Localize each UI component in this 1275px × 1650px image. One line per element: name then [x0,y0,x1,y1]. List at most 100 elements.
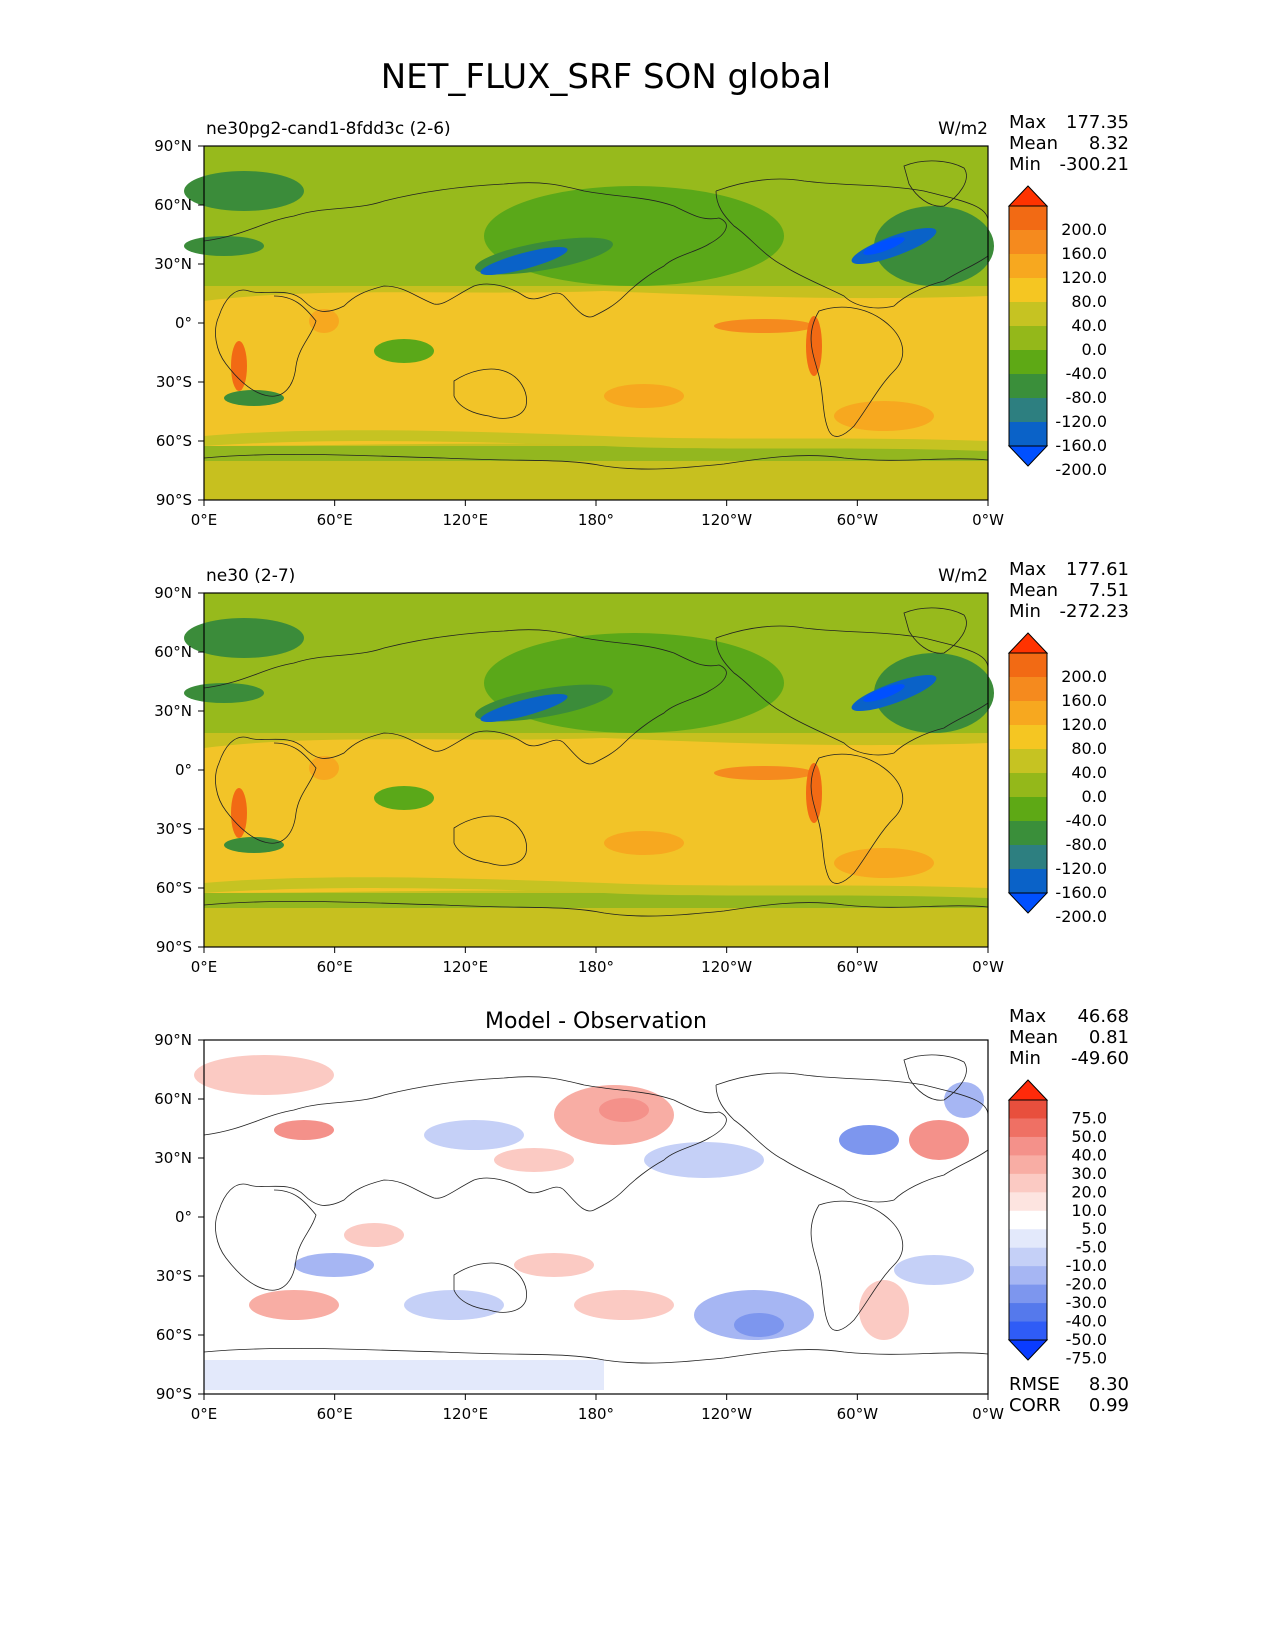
lon-tick-label: 0°W [972,958,1004,976]
lat-tick-label: 0° [175,1208,192,1226]
stat-value: -49.60 [1071,1048,1129,1069]
colorbar-segment [1009,1229,1047,1249]
lat-tick-label: 60°S [156,879,192,897]
stat-label: Max [1009,112,1047,133]
colorbar-segment [1009,206,1047,231]
units-label: W/m2 [938,566,988,586]
colorbar-tick-label: 80.0 [1071,292,1107,311]
colorbar-tick-label: -50.0 [1066,1330,1107,1349]
stat-value: 177.35 [1066,112,1129,133]
colorbar-tick-label: 10.0 [1071,1201,1107,1220]
field-map [194,1040,989,1394]
lat-tick-label: 30°N [154,1149,192,1167]
colorbar-extend-max [1007,1079,1049,1101]
stat-value: 8.30 [1089,1374,1129,1395]
colorbar-segment [1009,725,1047,750]
colorbar-difference: 75.050.040.030.020.010.05.0-5.0-10.0-20.… [1007,1079,1107,1367]
colorbar-tick-label: -40.0 [1066,364,1107,383]
stat-label: CORR [1009,1395,1061,1416]
lat-tick-label: 30°N [154,702,192,720]
colorbar-tick-label: -200.0 [1055,460,1107,479]
case-label: ne30pg2-cand1-8fdd3c (2-6) [206,119,451,139]
lat-axis: 90°N 60°N 30°N 0° 30°S 60°S 90°S [154,137,204,509]
lat-axis: 90°N 60°N 30°N 0° 30°S 60°S 90°S [154,1031,204,1403]
panel-test: ne30pg2-cand1-8fdd3c (2-6) W/m2 90°N 60°N… [154,119,1004,529]
lat-tick-label: 60°S [156,432,192,450]
colorbar-tick-label: 5.0 [1082,1219,1107,1238]
lon-tick-label: 0°E [191,511,218,529]
colorbar-tick-label: -20.0 [1066,1275,1107,1294]
colorbar-tick-label: 0.0 [1082,340,1107,359]
lat-tick-label: 60°N [154,196,192,214]
lon-tick-label: 120°E [443,1405,489,1423]
stat-label: Mean [1009,133,1058,154]
lon-tick-label: 180° [578,1405,614,1423]
lat-tick-label: 90°S [156,938,192,956]
stat-label: Mean [1009,1027,1058,1048]
lat-tick-label: 90°S [156,1385,192,1403]
colorbar-tick-label: -200.0 [1055,907,1107,926]
stat-label: Min [1009,1048,1041,1069]
colorbar-tick-label: 30.0 [1071,1164,1107,1183]
colorbar-tick-label: -120.0 [1055,859,1107,878]
colorbar-segment [1009,845,1047,870]
colorbar-tick-label: -80.0 [1066,835,1107,854]
lat-tick-label: 60°N [154,643,192,661]
lon-tick-label: 60°W [837,511,879,529]
stat-value: 0.99 [1089,1395,1129,1416]
lat-tick-label: 30°S [156,820,192,838]
units-label: W/m2 [938,119,988,139]
colorbar-segment [1009,374,1047,399]
colorbar-tick-label: -120.0 [1055,412,1107,431]
lon-tick-label: 180° [578,958,614,976]
colorbar-segment [1009,230,1047,255]
colorbar-tick-label: 80.0 [1071,739,1107,758]
case-label: ne30 (2-7) [206,566,295,586]
colorbar-tick-label: 200.0 [1061,220,1107,239]
colorbar-tick-label: 40.0 [1071,1145,1107,1164]
lon-tick-label: 0°E [191,1405,218,1423]
colorbar-segment [1009,773,1047,798]
lat-tick-label: 90°N [154,584,192,602]
colorbar-extend-min [1007,892,1049,914]
colorbar-tick-label: -40.0 [1066,811,1107,830]
colorbar-segment [1009,1136,1047,1156]
colorbar-frame [1008,652,1048,894]
colorbar-test: 200.0 160.0 120.0 80.0 40.0 0.0 -40.0 -80.0 -120… [1007,185,1107,479]
colorbar-segment [1009,749,1047,774]
colorbar-tick-label: 40.0 [1071,763,1107,782]
error-stats: RMSE 8.30 CORR 0.99 [1009,1374,1129,1416]
colorbar-segment [1009,701,1047,726]
lon-axis: 0°E 60°E 120°E 180° 120°W 60°W 0°W [191,947,1004,976]
colorbar-tick-label: 75.0 [1071,1108,1107,1127]
colorbar-extend-min [1007,1339,1049,1361]
colorbar-segment [1009,1303,1047,1323]
stat-label: Max [1009,559,1047,580]
lat-tick-label: 30°N [154,255,192,273]
colorbar-tick-label: -160.0 [1055,436,1107,455]
colorbar-segment [1009,302,1047,327]
colorbar-tick-label: -5.0 [1076,1238,1107,1257]
colorbar-segment [1009,797,1047,822]
colorbar-tick-label: -40.0 [1066,1312,1107,1331]
lat-tick-label: 60°S [156,1326,192,1344]
colorbar-tick-label: -30.0 [1066,1293,1107,1312]
lon-tick-label: 120°W [701,1405,752,1423]
colorbar-segment [1009,1173,1047,1193]
lat-tick-label: 90°N [154,137,192,155]
colorbar-segment [1009,1100,1047,1119]
colorbar-tick-label: 40.0 [1071,316,1107,335]
lon-tick-label: 120°W [701,958,752,976]
colorbar-segment [1009,350,1047,375]
stat-value: -272.23 [1060,601,1129,622]
colorbar-frame [1008,1099,1048,1341]
colorbar-segment [1009,869,1047,894]
colorbar-extend-max [1007,185,1049,207]
colorbar-segment [1009,1247,1047,1267]
colorbar-tick-label: 0.0 [1082,787,1107,806]
lon-tick-label: 120°E [443,958,489,976]
lon-tick-label: 0°W [972,1405,1004,1423]
stat-label: Min [1009,154,1041,175]
lat-tick-label: 90°S [156,491,192,509]
stats-test: Max 177.35 Mean 8.32 Min -300.21 [1009,112,1129,175]
